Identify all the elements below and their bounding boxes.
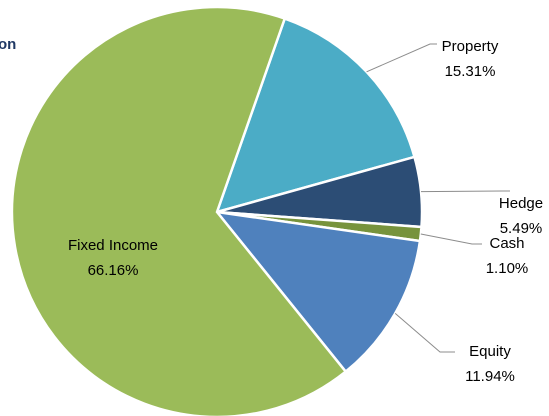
- category-label: Property: [442, 38, 499, 55]
- value-label: 66.16%: [88, 262, 139, 279]
- leader-line: [420, 190, 510, 193]
- leader-line: [394, 312, 455, 353]
- pie-slice: [214, 210, 422, 374]
- category-label: Equity: [469, 343, 511, 360]
- value-label: 15.31%: [445, 63, 496, 80]
- value-label: 5.49%: [500, 220, 543, 237]
- category-label: Cash: [489, 235, 524, 252]
- pie-slice: [215, 16, 417, 214]
- value-label: 11.94%: [465, 368, 515, 385]
- category-label: Hedge: [499, 195, 543, 212]
- chart-title: on: [0, 36, 16, 53]
- pie-slice: [10, 5, 348, 416]
- leader-line: [366, 43, 437, 73]
- value-label: 1.10%: [486, 260, 529, 277]
- category-label: Fixed Income: [68, 237, 158, 254]
- leader-line: [420, 233, 482, 245]
